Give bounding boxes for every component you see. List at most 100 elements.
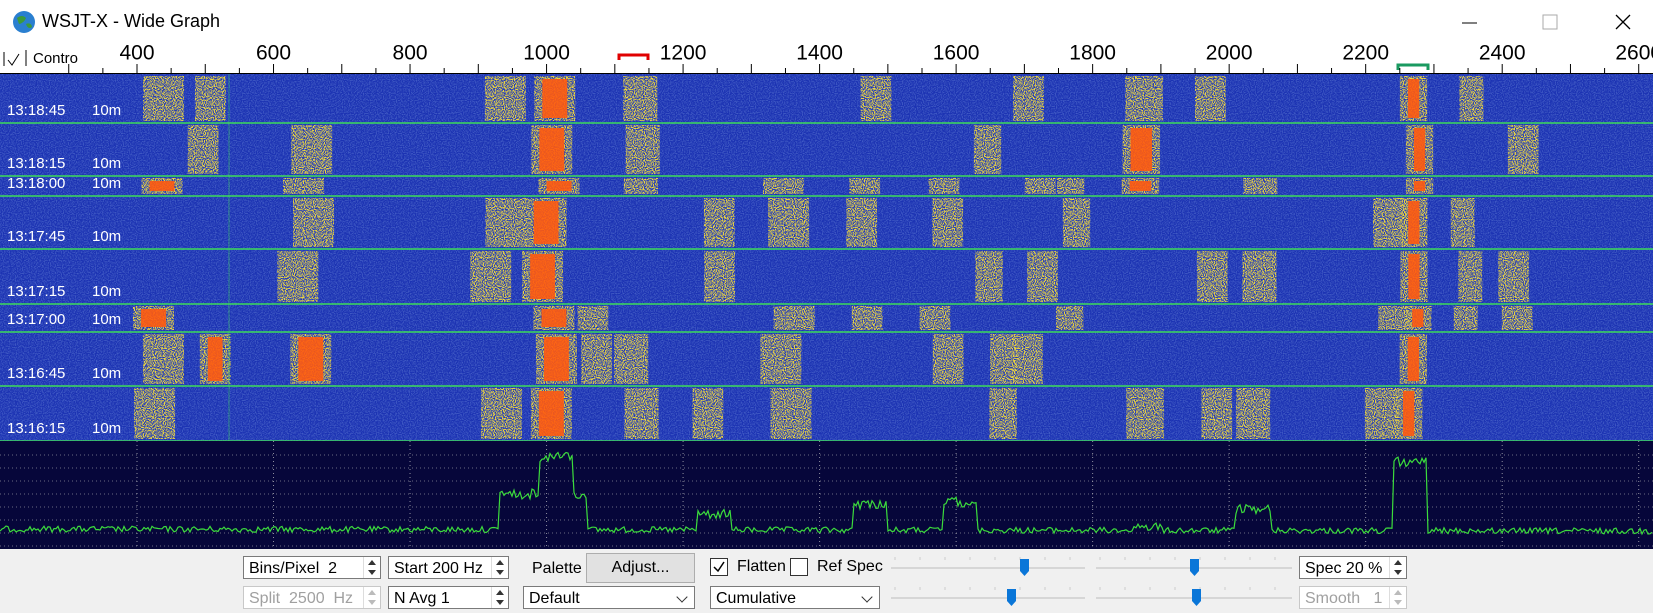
row-time: 13:17:45 <box>7 228 65 245</box>
signal-core <box>1130 181 1152 191</box>
signal-core <box>539 128 564 171</box>
row-band: 10m <box>92 102 121 119</box>
split-unit: Hz <box>334 590 354 607</box>
signal <box>1502 306 1533 330</box>
signal <box>1201 388 1232 439</box>
signal <box>768 198 809 247</box>
row-time: 13:16:45 <box>7 365 65 382</box>
palette-combo[interactable]: Default <box>523 586 695 609</box>
signal <box>485 76 526 121</box>
row-time: 13:18:45 <box>7 102 65 119</box>
signal <box>1458 251 1482 302</box>
signal <box>1195 76 1226 121</box>
split-value: 2500 <box>289 590 325 607</box>
signal-core <box>1414 181 1425 191</box>
signal <box>1057 178 1084 194</box>
n-avg-spinbox[interactable]: N Avg 1 <box>388 586 509 609</box>
spec-value: Spec 20 % <box>1305 560 1382 577</box>
control-label: Contro <box>33 50 78 67</box>
graph-area: Contro 13:18:45 10m 13:18:15 10m 13:18:00 10m… <box>0 44 1653 549</box>
signal <box>291 125 332 174</box>
signal <box>933 334 964 384</box>
signal <box>293 198 334 247</box>
start-spinbox[interactable]: Start 200 Hz <box>388 556 509 579</box>
signal <box>277 251 318 302</box>
window-title: WSJT-X - Wide Graph <box>42 11 220 32</box>
tick-label: 2600 <box>1615 44 1653 65</box>
signal <box>1454 306 1478 330</box>
row-time: 13:16:15 <box>7 420 65 437</box>
signal-core <box>541 309 566 327</box>
n-avg-value: N Avg 1 <box>394 590 450 607</box>
signal <box>578 306 609 330</box>
signal <box>283 178 324 194</box>
split-spinbox: Split 2500 Hz <box>243 586 381 609</box>
signal <box>614 334 648 384</box>
signal <box>1498 251 1529 302</box>
tick-label: 1400 <box>796 44 843 65</box>
window-buttons[interactable] <box>1450 10 1650 36</box>
signal <box>1126 388 1164 439</box>
bins-value: 2 <box>328 560 337 577</box>
adjust-button[interactable]: Adjust... <box>586 553 695 583</box>
row-time: 13:17:15 <box>7 283 65 300</box>
flatten-label: Flatten <box>737 558 786 576</box>
signal-core <box>298 337 323 381</box>
signal <box>704 251 735 302</box>
signal <box>1027 251 1058 302</box>
signal <box>852 306 883 330</box>
row-band: 10m <box>92 175 121 192</box>
sliders[interactable] <box>885 552 1295 612</box>
signal <box>623 76 657 121</box>
signal-core <box>1130 128 1152 171</box>
tick-label: 400 <box>119 44 154 65</box>
spectrum <box>0 441 1653 549</box>
signal <box>1459 76 1483 121</box>
signal <box>581 334 612 384</box>
ref-spec-checkbox[interactable] <box>790 558 808 576</box>
tick-label: 1600 <box>933 44 980 65</box>
signal <box>624 388 658 439</box>
signal <box>704 198 735 247</box>
row-band: 10m <box>92 365 121 382</box>
signal <box>134 388 175 439</box>
mode-combo[interactable]: Cumulative <box>710 586 880 609</box>
signal <box>624 178 658 194</box>
flatten-checkbox[interactable] <box>710 558 728 576</box>
signal-core <box>149 181 174 191</box>
signal <box>1025 178 1056 194</box>
tick-label: 1200 <box>660 44 707 65</box>
signal <box>692 388 723 439</box>
signal-core <box>1414 128 1425 171</box>
signal <box>1013 76 1044 121</box>
signal <box>195 76 226 121</box>
title-bar: WSJT-X - Wide Graph <box>0 0 1653 45</box>
signal <box>481 388 522 439</box>
tick-label: 600 <box>256 44 291 65</box>
smooth-spinbox: Smooth 1 <box>1299 586 1407 609</box>
row-time: 13:18:15 <box>7 155 65 172</box>
split-label: Split <box>249 590 280 607</box>
signal-core <box>1408 201 1419 244</box>
signal <box>1012 334 1043 384</box>
spec-spinbox[interactable]: Spec 20 % <box>1299 556 1407 579</box>
tick-label: 1800 <box>1069 44 1116 65</box>
signal <box>760 334 801 384</box>
signal <box>1063 198 1090 247</box>
bins-label: Bins/Pixel <box>249 560 319 577</box>
signal <box>1242 251 1276 302</box>
row-band: 10m <box>92 155 121 172</box>
row-time: 13:18:00 <box>7 175 65 192</box>
signal-core <box>1408 337 1419 381</box>
signal-core <box>547 181 572 191</box>
waterfall <box>0 74 1653 441</box>
signal-core <box>141 309 166 327</box>
tick-label: 1000 <box>523 44 570 65</box>
signal-core <box>1403 391 1414 436</box>
signal <box>1451 198 1475 247</box>
signal <box>929 178 960 194</box>
start-value: Start 200 Hz <box>394 560 483 577</box>
bins-per-pixel-spinbox[interactable]: Bins/Pixel 2 <box>243 556 381 579</box>
signal <box>1508 125 1539 174</box>
